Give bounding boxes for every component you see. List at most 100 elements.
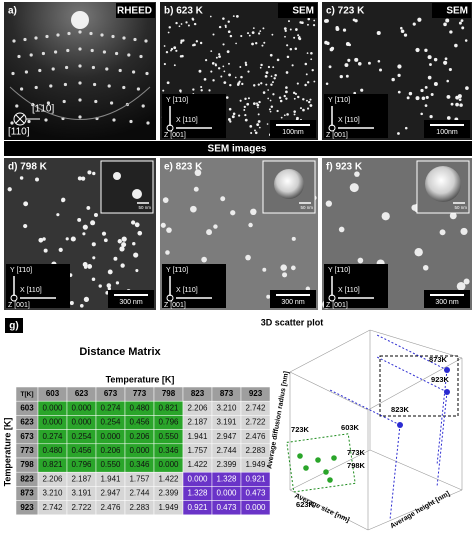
nanoparticle (121, 242, 127, 248)
nanoparticle (464, 39, 468, 42)
nanoparticle (113, 256, 118, 261)
nanoparticle (225, 96, 229, 99)
nanoparticle (342, 28, 347, 32)
axis-label: Z [001] (326, 302, 348, 309)
nanoparticle (448, 67, 452, 72)
nanoparticle (286, 55, 290, 59)
nanoparticle (83, 265, 88, 269)
table-value: 1.941 (100, 474, 121, 483)
nanoparticle (132, 189, 142, 199)
nanoparticle (218, 55, 221, 58)
nanoparticle (354, 57, 359, 62)
nanoparticle (117, 239, 122, 244)
plot-box-edge (367, 357, 463, 411)
nanoparticle (283, 94, 286, 98)
nanoparticle (245, 254, 251, 261)
nanoparticle (444, 57, 448, 61)
nanoparticle (307, 23, 309, 26)
nanoparticle (445, 18, 450, 23)
rheed-spot (20, 87, 24, 91)
point-label: 923K (431, 375, 450, 384)
nanoparticle (218, 53, 221, 56)
scatter-point (444, 389, 450, 395)
nanoparticle (255, 42, 258, 45)
nanoparticle (191, 17, 194, 21)
nanoparticle (292, 91, 296, 95)
axis-symbol (10, 294, 18, 302)
axis-box (324, 264, 388, 308)
nanoparticle (294, 92, 298, 96)
nanoparticle (98, 284, 102, 288)
nanoparticle (353, 91, 357, 95)
point-label: 798K (347, 461, 366, 470)
highlight-box (379, 355, 459, 417)
rheed-spot (100, 33, 104, 37)
nanoparticle (282, 272, 288, 278)
table-value: 1.941 (187, 432, 208, 441)
table-value: 0.480 (42, 446, 63, 455)
nanoparticle (162, 89, 165, 92)
nanoparticle (256, 103, 260, 107)
nanoparticle (345, 74, 349, 78)
nanoparticle (205, 59, 208, 62)
nanoparticle (137, 230, 143, 236)
table-value: 2.744 (129, 489, 150, 498)
row-header: 923 (20, 503, 34, 512)
table-value: 0.274 (100, 403, 121, 412)
nanoparticle (179, 89, 182, 92)
rheed-spot (12, 39, 16, 43)
column-header: 603 (46, 389, 60, 398)
nanoparticle (325, 200, 332, 207)
axis-label: Z [001] (164, 302, 186, 309)
nanoparticle (227, 118, 231, 121)
nanoparticle (229, 120, 232, 123)
nanoparticle (248, 34, 251, 37)
nanoparticle (273, 77, 276, 80)
nanoparticle (229, 34, 233, 38)
nanoparticle (173, 64, 176, 67)
nanoparticle (403, 33, 408, 37)
nanoparticle (247, 97, 250, 100)
axis-label: Z [001] (8, 302, 30, 309)
table-value: 0.206 (100, 446, 121, 455)
nanoparticle (168, 26, 171, 29)
rheed-spot (24, 70, 28, 74)
rheed-spot (71, 11, 89, 29)
nanoparticle (302, 108, 305, 112)
nanoparticle (260, 82, 263, 85)
nanoparticle (170, 49, 172, 52)
nanoparticle (220, 75, 223, 78)
nanoparticle (243, 109, 246, 111)
nanoparticle (286, 113, 289, 116)
plot-box-edge (289, 489, 369, 531)
nanoparticle (256, 102, 258, 105)
nanoparticle (443, 22, 447, 27)
nanoparticle (349, 183, 359, 193)
nanoparticle (328, 65, 332, 69)
nanoparticle (278, 96, 282, 99)
rheed-spot (127, 53, 131, 57)
panel-label: c) 723 K (326, 6, 365, 17)
rheed-spot (38, 68, 42, 73)
table-value: 0.000 (100, 432, 121, 441)
nanoparticle (293, 113, 296, 116)
nanoparticle (253, 84, 256, 87)
nanoparticle (113, 172, 121, 180)
nanoparticle (133, 252, 139, 258)
nanoparticle (212, 33, 215, 36)
nanoparticle (235, 14, 239, 18)
inset-scale-label: 50 nm (138, 205, 151, 210)
axis-label: X [110] (338, 117, 360, 124)
rheed-spot (29, 53, 33, 57)
nanoparticle (295, 29, 298, 32)
drop-line (329, 389, 401, 426)
nanoparticle (286, 44, 289, 47)
nanoparticle (266, 294, 271, 299)
nanoparticle (446, 95, 451, 99)
nanoparticle (417, 17, 422, 22)
nanoparticle (239, 99, 242, 102)
panel-label: d) 798 K (8, 162, 48, 173)
nanoparticle (306, 52, 309, 54)
nanoparticle (433, 57, 438, 62)
axis-label: X [110] (20, 287, 42, 294)
